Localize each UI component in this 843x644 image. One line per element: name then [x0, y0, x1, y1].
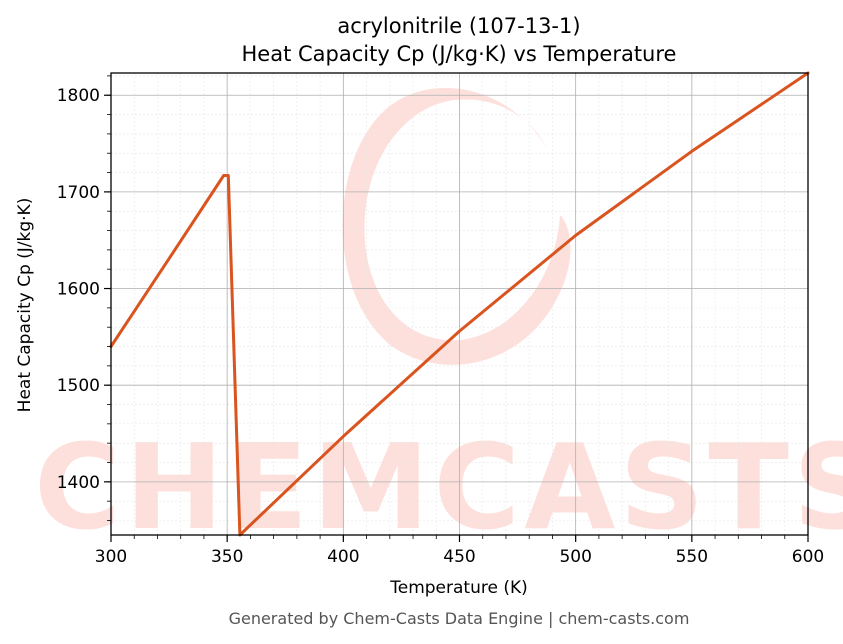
x-tick-label: 550	[676, 547, 708, 567]
series-layer	[109, 71, 810, 537]
x-axis-label: Temperature (K)	[389, 578, 528, 598]
x-tick-label: 400	[327, 547, 359, 567]
axis-ticks	[104, 75, 809, 542]
footer-credit: Generated by Chem-Casts Data Engine | ch…	[229, 609, 690, 628]
y-tick-label: 1800	[57, 86, 100, 106]
x-tick-labels: 300 350 400 450 500 550 600	[95, 547, 824, 567]
chart-title: acrylonitrile (107-13-1)	[337, 14, 580, 38]
watermark-swirl	[342, 87, 571, 365]
y-tick-labels: 1400 1500 1600 1700 1800	[57, 86, 100, 493]
x-tick-label: 500	[559, 547, 591, 567]
series-line	[109, 71, 810, 537]
y-tick-label: 1400	[57, 473, 100, 493]
x-tick-label: 300	[95, 547, 127, 567]
x-tick-label: 600	[792, 547, 824, 567]
major-grid	[110, 73, 809, 535]
y-tick-label: 1500	[57, 376, 100, 396]
y-tick-label: 1600	[57, 280, 100, 300]
x-tick-label: 450	[443, 547, 475, 567]
watermark: CHEMCASTS	[34, 87, 843, 556]
x-tick-label: 350	[211, 547, 243, 567]
watermark-text: CHEMCASTS	[34, 418, 843, 556]
chart-subtitle: Heat Capacity Cp (J/kg·K) vs Temperature	[242, 42, 677, 66]
y-tick-label: 1700	[57, 183, 100, 203]
y-axis-label: Heat Capacity Cp (J/kg·K)	[15, 198, 35, 413]
